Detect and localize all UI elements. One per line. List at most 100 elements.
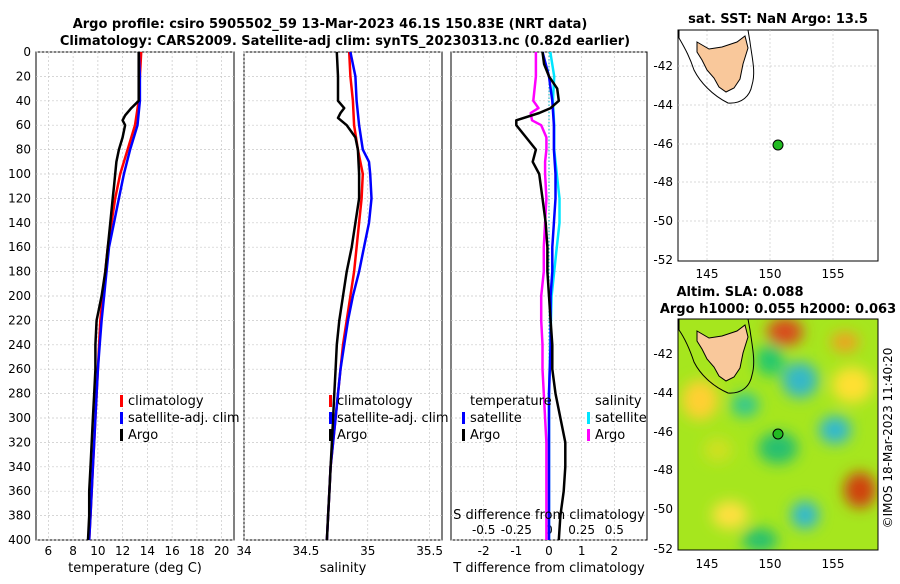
- depth-tick-label: 360: [8, 484, 31, 498]
- s-diff-tick-label: -0.25: [501, 523, 532, 537]
- sla-map-lon-tick: 145: [696, 557, 719, 571]
- tasmania-landmass: [696, 324, 749, 382]
- satellite-clim-line: [87, 51, 142, 541]
- legend-climatology-label: climatology: [337, 394, 413, 409]
- sst-map-lon-ticks: 145 150 155: [696, 267, 845, 281]
- sla-map-frame: [677, 318, 879, 551]
- argo-float-marker-bottom: [772, 428, 784, 440]
- legend-sal-argo-label: Argo: [595, 428, 625, 443]
- tasmania-landmass: [696, 35, 749, 93]
- legend-temperature-heading: temperature: [470, 394, 552, 409]
- sla-map-lat-tick: -52: [653, 542, 673, 556]
- legend-argo-label: Argo: [337, 428, 367, 443]
- x-tick-label: 16: [164, 544, 179, 558]
- s-diff-tick-label: 0.5: [605, 523, 624, 537]
- depth-tick-label: 0: [23, 45, 31, 59]
- sla-map-lon-ticks: 145 150 155: [696, 557, 845, 571]
- sla-map-lat-tick: -50: [653, 502, 673, 516]
- sla-map-lat-tick: -44: [653, 386, 673, 400]
- sst-map-depth-contour: [678, 29, 755, 104]
- salinity-argo-diff-line: [529, 52, 548, 540]
- legend-satellite-swatch: [329, 412, 332, 424]
- depth-tick-label: 300: [8, 411, 31, 425]
- sst-map-lon-tick: 150: [759, 267, 782, 281]
- legend-argo-label: Argo: [128, 428, 158, 443]
- x-tick-label: 2: [611, 544, 619, 558]
- sst-map-lat-tick: -42: [653, 59, 673, 73]
- legend-climatology-swatch: [120, 395, 123, 407]
- figure-title-line1: Argo profile: csiro 5905502_59 13-Mar-20…: [73, 17, 588, 32]
- depth-tick-label: 340: [8, 460, 31, 474]
- sla-map-title-line2: Argo h1000: 0.055 h2000: 0.063: [660, 302, 896, 317]
- sst-map-lat-tick: -52: [653, 253, 673, 267]
- x-tick-label: 34: [236, 544, 251, 558]
- legend-argo-swatch: [120, 429, 123, 441]
- temperature-argo-diff-line: [515, 51, 567, 541]
- legend-satellite-label: satellite-adj. clim: [128, 411, 240, 426]
- s-diff-tick-label: -0.5: [472, 523, 495, 537]
- x-tick-label: 34.5: [293, 544, 320, 558]
- sst-map-lat-tick: -46: [653, 137, 673, 151]
- sla-map-lat-ticks: -42 -44 -46 -48 -50 -52: [653, 347, 673, 556]
- legend-climatology-label: climatology: [128, 394, 204, 409]
- x-tick-label: 8: [69, 544, 77, 558]
- legend-temp-argo-swatch: [462, 429, 465, 441]
- legend-sal-argo-swatch: [587, 429, 590, 441]
- x-tick-label: -1: [510, 544, 522, 558]
- depth-tick-label: 200: [8, 289, 31, 303]
- sla-map-lat-tick: -42: [653, 347, 673, 361]
- x-tick-label: 6: [45, 544, 53, 558]
- x-tick-label: 20: [214, 544, 229, 558]
- legend-sal-satellite-swatch: [587, 412, 590, 424]
- depth-tick-label: 240: [8, 338, 31, 352]
- sst-map-lon-tick: 145: [696, 267, 719, 281]
- depth-tick-label: 280: [8, 387, 31, 401]
- depth-tick-label: 120: [8, 191, 31, 205]
- legend-sal-satellite-label: satellite: [595, 411, 647, 426]
- sst-map-lat-tick: -44: [653, 98, 673, 112]
- argo-line: [86, 52, 140, 541]
- x-tick-label: 12: [115, 544, 130, 558]
- legend-temp-argo-label: Argo: [470, 428, 500, 443]
- legend-argo-swatch: [329, 429, 332, 441]
- x-tick-label: 1: [578, 544, 586, 558]
- s-difference-x-label: S difference from climatology: [453, 508, 645, 523]
- depth-tick-label: 80: [16, 143, 31, 157]
- depth-tick-label: 400: [8, 533, 31, 547]
- sla-map-title-line1: Altim. SLA: 0.088: [677, 285, 804, 300]
- legend-temp-satellite-label: satellite: [470, 411, 522, 426]
- depth-tick-label: 100: [8, 167, 31, 181]
- depth-tick-label: 320: [8, 435, 31, 449]
- sst-map-lon-tick: 155: [822, 267, 845, 281]
- sla-map-depth-contour: [678, 319, 755, 394]
- x-tick-label: 18: [189, 544, 204, 558]
- x-tick-label: 14: [140, 544, 155, 558]
- depth-tick-label: 60: [16, 118, 31, 132]
- x-tick-label: 35.5: [416, 544, 443, 558]
- depth-tick-label: 160: [8, 240, 31, 254]
- profile-series-lines: [86, 51, 567, 541]
- legend-satellite-label: satellite-adj. clim: [337, 411, 449, 426]
- x-tick-label: 0: [545, 544, 553, 558]
- legend-satellite-swatch: [120, 412, 123, 424]
- argo-float-marker-top: [772, 139, 784, 151]
- depth-tick-label: 140: [8, 216, 31, 230]
- temperature-x-label: temperature (deg C): [68, 561, 202, 576]
- sst-map-lat-tick: -48: [653, 175, 673, 189]
- x-tick-label: -2: [478, 544, 490, 558]
- temperature-legend: climatology satellite-adj. clim Argo: [120, 394, 240, 443]
- sst-map: [677, 29, 879, 262]
- salinity-legend: climatology satellite-adj. clim Argo: [329, 394, 449, 443]
- sla-map-lon-tick: 155: [822, 557, 845, 571]
- depth-tick-label: 40: [16, 94, 31, 108]
- sla-anomaly-field: [682, 319, 876, 550]
- sst-map-lat-ticks: -42 -44 -46 -48 -50 -52: [653, 59, 673, 267]
- salinity-x-label: salinity: [320, 561, 367, 576]
- x-tick-label: 35: [360, 544, 375, 558]
- legend-climatology-swatch: [329, 395, 332, 407]
- legend-salinity-heading: salinity: [595, 394, 642, 409]
- depth-tick-label: 180: [8, 265, 31, 279]
- sla-map-lon-tick: 150: [759, 557, 782, 571]
- temperature-satellite-diff-line: [541, 51, 557, 540]
